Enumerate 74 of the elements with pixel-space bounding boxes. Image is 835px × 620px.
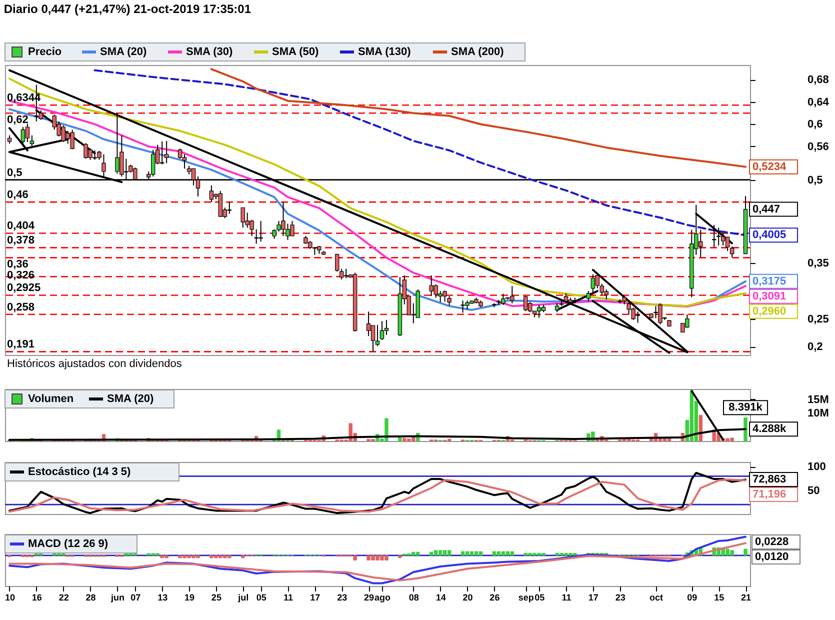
data-label: 0,2960 <box>752 305 786 318</box>
x-tick-label: oct <box>650 592 664 602</box>
x-tick-label: sep <box>518 592 534 602</box>
text: 0,447 <box>752 203 780 216</box>
x-tick-label: jul <box>237 592 249 602</box>
x-tick-label: 10 <box>4 592 15 602</box>
y-tick-label: 0,5 <box>808 174 823 186</box>
x-tick-label: 11 <box>562 592 572 602</box>
x-tick-label: 07 <box>130 592 141 602</box>
data-label: 8.391k <box>728 402 764 414</box>
x-tick-label: 19 <box>184 592 195 602</box>
y-tick-label: 15M <box>808 394 829 406</box>
data-label: 0,5234 <box>752 160 788 173</box>
legend-label: SMA (130) <box>358 46 412 58</box>
x-tick-label: 14 <box>436 592 446 602</box>
data-label: 71,196 <box>752 488 786 501</box>
y-tick-label: 50 <box>808 484 820 497</box>
legend-label: SMA (50) <box>272 46 319 58</box>
data-label: 0,4005 <box>752 229 786 242</box>
x-tick-label: 17 <box>588 592 598 602</box>
text: 0,0228 <box>755 536 789 548</box>
x-tick-label: 09 <box>687 592 698 602</box>
legend-label: SMA (20) <box>100 46 147 58</box>
y-tick-label: 0,35 <box>808 258 829 270</box>
legend-label: Precio <box>28 46 62 58</box>
x-tick-label: 21 <box>741 592 752 602</box>
data-label: 0,3175 <box>752 275 786 288</box>
y-tick-label: 100 <box>808 461 826 474</box>
y-tick-label: 0,56 <box>808 140 829 153</box>
y-tick-label: 10M <box>808 408 829 420</box>
x-tick-label: 05 <box>256 592 266 602</box>
x-tick-label: 20 <box>462 592 473 602</box>
data-label: 0,3091 <box>752 290 786 302</box>
ref-line-label: 0,404 <box>7 220 36 232</box>
text: Históricos ajustados con dividendos <box>7 358 182 370</box>
x-tick-label: 25 <box>211 592 222 602</box>
legend-label: Estocástico (14 3 5) <box>28 466 132 478</box>
y-tick-label: 0,64 <box>808 96 830 108</box>
y-tick-label: 0,6 <box>808 118 823 131</box>
x-tick-label: 22 <box>58 592 69 602</box>
x-tick-label: 28 <box>86 592 96 602</box>
x-tick-label: 15 <box>714 592 724 602</box>
y-tick-label: 0,68 <box>808 74 829 86</box>
x-tick-label: 16 <box>32 592 42 602</box>
x-tick-label: 08 <box>408 592 419 602</box>
y-tick-label: 0,25 <box>808 313 829 326</box>
legend-label: Volumen <box>28 393 74 405</box>
ref-line-label: 0,5 <box>7 166 22 179</box>
legend-label: MACD (12 26 9) <box>28 538 108 550</box>
ref-line-label: 0,191 <box>7 338 35 351</box>
x-tick-label: ago <box>374 592 391 602</box>
chart-title: Diario 0,447 (+21,47%) 21-oct-2019 17:35:01 <box>4 2 252 16</box>
legend-label: SMA (200) <box>451 46 504 58</box>
data-label: 72,863 <box>752 474 786 486</box>
x-tick-label: 11 <box>283 592 293 602</box>
ref-line-label: 0,46 <box>7 189 28 202</box>
x-tick-label: 26 <box>490 592 500 602</box>
x-tick-label: 13 <box>158 592 168 602</box>
x-tick-label: 23 <box>615 592 626 602</box>
data-label: 4.288k <box>752 423 788 436</box>
ref-line-label: 0,2925 <box>7 282 41 294</box>
legend-label: SMA (30) <box>186 46 233 58</box>
ref-line-label: 0,378 <box>7 234 35 247</box>
x-tick-label: 17 <box>310 592 320 602</box>
legend-label: SMA (20) <box>107 393 154 405</box>
text: 0,0120 <box>755 551 789 563</box>
ref-line-label: 0,62 <box>7 114 28 126</box>
x-tick-label: jun <box>110 592 124 602</box>
x-tick-label: 23 <box>337 592 348 602</box>
x-tick-label: 05 <box>534 592 545 602</box>
ref-line-label: 0,258 <box>7 301 35 314</box>
ref-line-label: 0,36 <box>7 258 28 271</box>
y-tick-label: 0,2 <box>808 341 823 354</box>
x-tick-label: 29 <box>364 592 374 602</box>
